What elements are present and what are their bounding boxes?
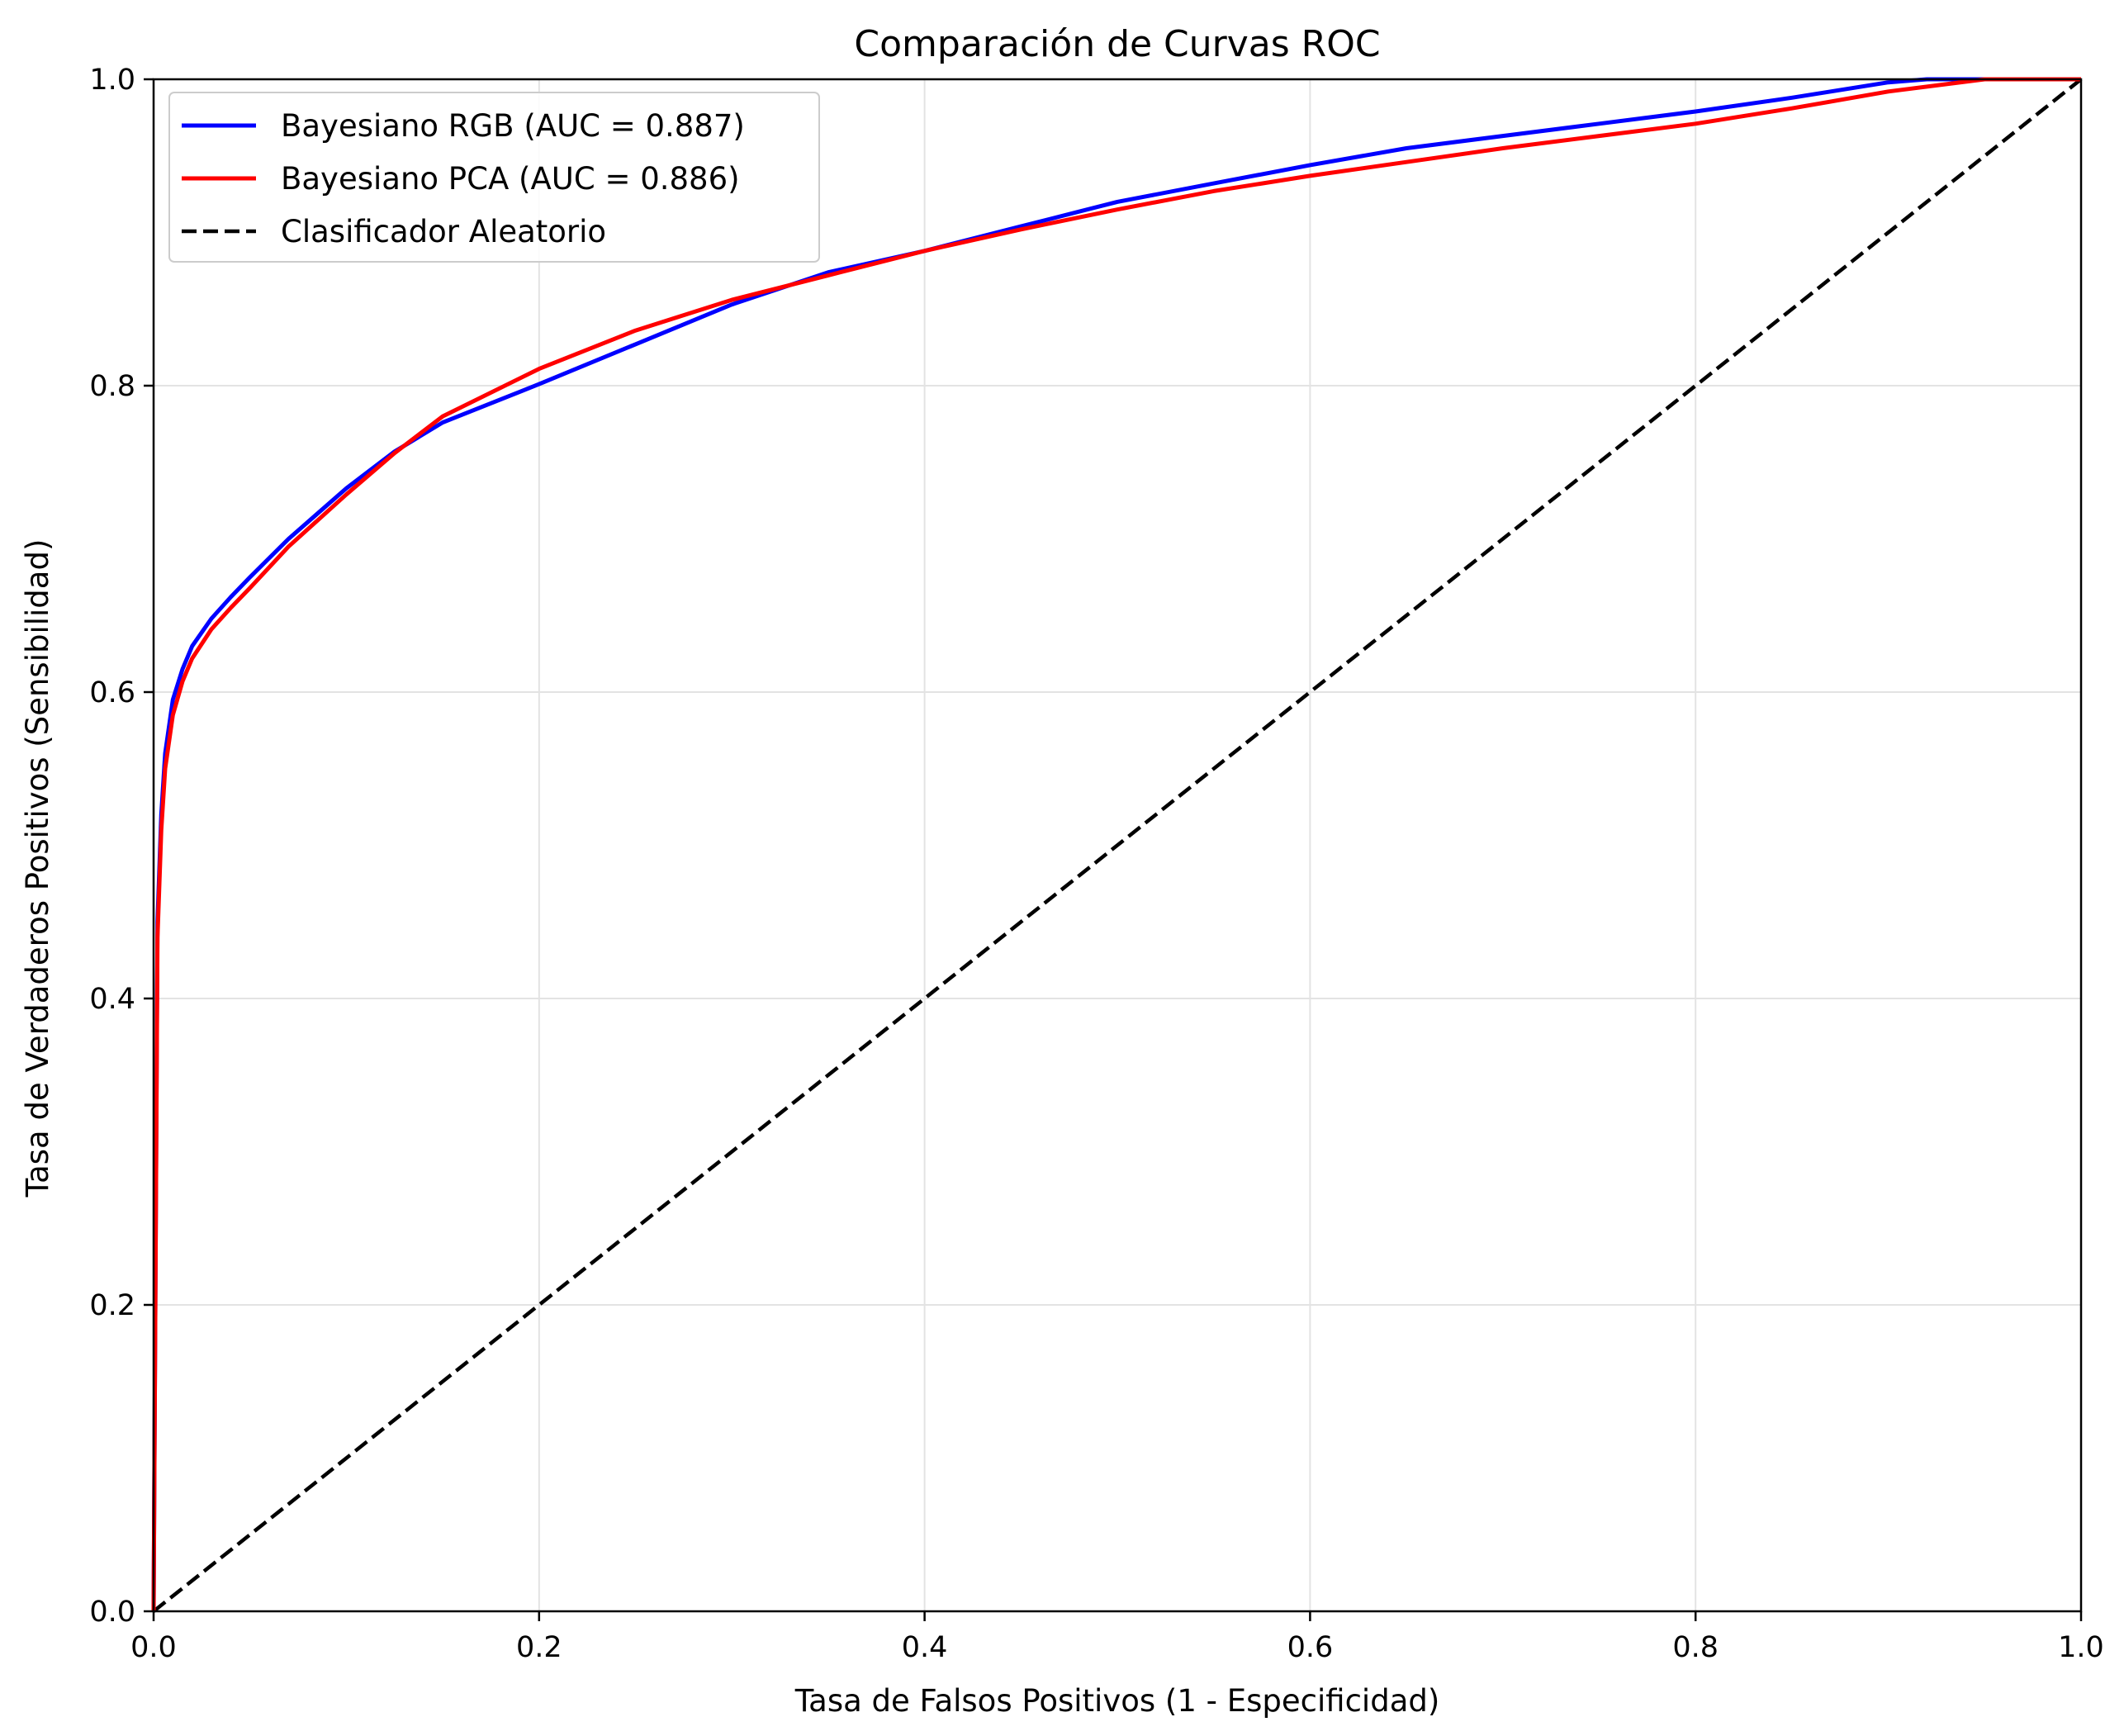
legend-box [168,92,820,263]
legend: Bayesiano RGB (AUC = 0.887) Bayesiano PCA… [168,92,820,263]
series-layer [151,77,2083,1613]
x-tick-label: 0.4 [902,1631,948,1664]
x-tick-label: 0.2 [516,1631,562,1664]
legend-label-2: Clasificador Aleatorio [281,214,606,249]
tick-layer: 0.0 0.2 0.4 0.6 0.8 1.0 0.0 0.2 0.4 0.6 0.8 1.0 [89,64,2104,1664]
y-tick-label: 0.6 [89,676,135,709]
x-tick-label: 1.0 [2058,1631,2104,1664]
y-axis-title: Tasa de Verdaderos Positivos (Sensibilid… [20,539,55,1198]
x-tick-label: 0.8 [1672,1631,1719,1664]
y-tick-label: 0.4 [89,983,135,1016]
x-axis-title: Tasa de Falsos Positivos (1 - Especifici… [794,1683,1440,1719]
x-tick-label: 0.6 [1287,1631,1334,1664]
series-line-0 [151,77,2081,1612]
chart-title: Comparación de Curvas ROC [854,23,1380,65]
y-tick-label: 0.8 [89,370,135,403]
y-tick-label: 0.2 [89,1289,135,1322]
y-tick-label: 0.0 [89,1596,135,1629]
x-tick-label: 0.0 [130,1631,177,1664]
y-tick-label: 1.0 [89,64,135,97]
series-line-2 [152,78,2083,1613]
plot-frame [152,78,2083,1613]
series-line-1 [151,77,2081,1612]
legend-label-1: Bayesiano PCA (AUC = 0.886) [281,161,740,197]
legend-label-0: Bayesiano RGB (AUC = 0.887) [281,108,745,144]
